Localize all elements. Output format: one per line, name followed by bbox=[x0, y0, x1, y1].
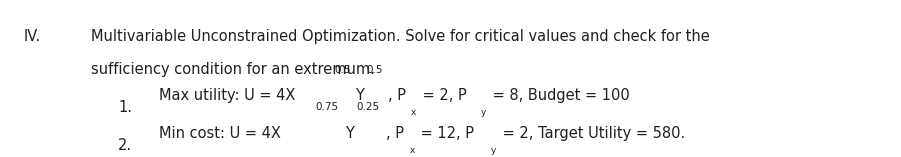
Text: y: y bbox=[480, 108, 486, 117]
Text: x: x bbox=[409, 146, 414, 155]
Text: x: x bbox=[411, 108, 416, 117]
Text: , P: , P bbox=[387, 88, 405, 103]
Text: y: y bbox=[491, 146, 496, 155]
Text: Y: Y bbox=[345, 126, 354, 141]
Text: = 8, Budget = 100: = 8, Budget = 100 bbox=[487, 88, 629, 103]
Text: 0.75: 0.75 bbox=[315, 102, 339, 112]
Text: = 2, Target Utility = 580.: = 2, Target Utility = 580. bbox=[498, 126, 685, 141]
Text: Multivariable Unconstrained Optimization. Solve for critical values and check fo: Multivariable Unconstrained Optimization… bbox=[91, 29, 710, 44]
Text: sufficiency condition for an extremum.: sufficiency condition for an extremum. bbox=[91, 62, 375, 77]
Text: 0.5: 0.5 bbox=[367, 65, 383, 75]
Text: = 12, P: = 12, P bbox=[416, 126, 474, 141]
Text: Y: Y bbox=[355, 88, 364, 103]
Text: 0.5: 0.5 bbox=[334, 65, 350, 75]
Text: Min cost: U = 4X: Min cost: U = 4X bbox=[159, 126, 280, 141]
Text: IV.: IV. bbox=[23, 29, 41, 44]
Text: 1.: 1. bbox=[118, 100, 132, 115]
Text: , P: , P bbox=[387, 126, 405, 141]
Text: Max utility: U = 4X: Max utility: U = 4X bbox=[159, 88, 295, 103]
Text: = 2, P: = 2, P bbox=[418, 88, 467, 103]
Text: 2.: 2. bbox=[118, 138, 132, 153]
Text: 0.25: 0.25 bbox=[357, 102, 379, 112]
